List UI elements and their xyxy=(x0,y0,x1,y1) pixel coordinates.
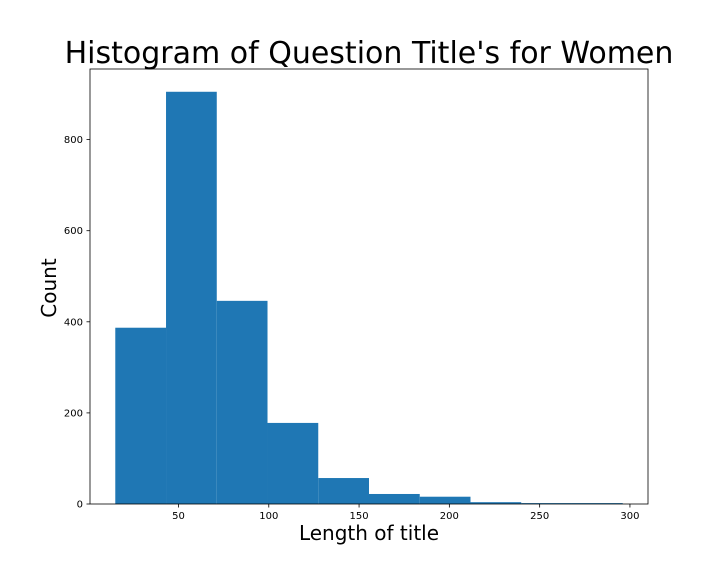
y-tick-label: 600 xyxy=(64,226,83,237)
y-tick-label: 400 xyxy=(64,317,83,328)
histogram-bar-1 xyxy=(115,327,167,504)
x-axis-label: Length of title xyxy=(299,521,439,545)
histogram-bar-7 xyxy=(419,496,471,504)
histogram-bar-5 xyxy=(318,478,369,504)
y-tick-label: 0 xyxy=(77,500,83,511)
x-tick-label: 200 xyxy=(440,511,459,522)
histogram-bar-9 xyxy=(521,503,572,504)
histogram-bar-6 xyxy=(369,493,420,504)
y-axis-label: Count xyxy=(37,258,61,318)
y-tick-label: 800 xyxy=(64,135,83,146)
y-axis-ticks: 0 200 400 600 800 xyxy=(64,135,90,511)
histogram-bar-10 xyxy=(571,503,623,504)
y-tick-label: 200 xyxy=(64,408,83,419)
x-axis-ticks: 50 100 150 200 250 300 xyxy=(172,504,639,522)
x-tick-label: 150 xyxy=(350,511,369,522)
x-tick-label: 50 xyxy=(172,511,185,522)
histogram-bar-8 xyxy=(470,502,522,504)
x-tick-label: 250 xyxy=(530,511,549,522)
x-tick-label: 300 xyxy=(620,511,639,522)
plot-frame xyxy=(89,68,649,505)
chart-title: Histogram of Question Title's for Women xyxy=(65,36,674,71)
bars-group xyxy=(115,91,623,504)
histogram-bar-3 xyxy=(216,300,268,504)
histogram-bar-4 xyxy=(267,422,319,504)
histogram-bar-2 xyxy=(166,91,217,504)
x-tick-label: 100 xyxy=(259,511,278,522)
